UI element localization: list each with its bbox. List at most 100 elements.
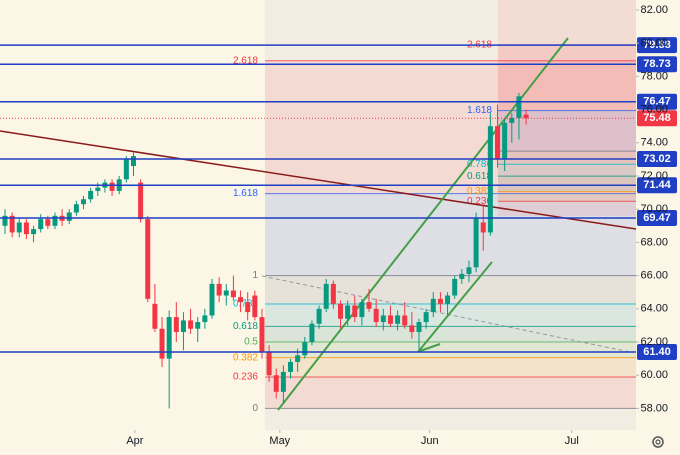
level-label: 76.47 [643,96,671,108]
candle-body [145,219,151,299]
fib-label: 1 [252,270,258,281]
candle-body [152,303,158,329]
level-tag [637,177,677,194]
y-tick-label: 74.00 [640,137,668,149]
fib-zone [498,176,636,192]
last-price-tag [637,110,677,127]
level-tag [637,56,677,73]
candle-body [245,302,251,313]
candle-body [373,308,379,323]
candle-body [88,190,94,200]
candle-body [288,361,294,372]
candle-body [230,290,236,298]
candle-body [259,317,265,352]
candle-body [180,320,186,333]
y-tick-label: 58.00 [640,402,668,414]
fib-label: 0.5 [244,337,258,348]
candle-body [387,315,393,324]
candle-body [352,305,358,318]
candle-body [309,323,315,343]
candle-body [466,267,472,274]
trend-line [0,130,637,230]
candle-body [487,126,493,233]
candle-body [280,371,286,392]
settings-icon[interactable] [652,436,664,448]
levels: 79.88 78.73 76.47 73.02 71.44 69.47 61.40 75.48 [0,37,677,360]
fib-zone [498,151,636,165]
y-tick-label: 60.00 [640,369,668,381]
fib-zone [498,164,636,177]
candle-body [416,322,422,333]
fib-zone [265,275,636,304]
fib-label: 0.618 [233,321,258,332]
y-tick-label: 80.00 [640,37,668,49]
gear-center[interactable] [655,439,661,445]
candle-body [359,302,365,318]
candle-body [366,302,372,309]
y-tick-label: 72.00 [640,170,668,182]
candle-body [216,283,222,296]
y-tick-label: 64.00 [640,303,668,315]
y-tick-label: 66.00 [640,270,668,282]
candle-body [302,342,308,356]
level-tag [637,209,677,226]
x-tick-label: Jul [565,435,579,447]
candle-body [209,283,215,316]
candle-body [295,355,301,362]
candle-body [445,295,451,304]
candle-body [45,219,51,226]
candle-body [330,283,336,304]
fib-zone [265,377,636,409]
candle-body [195,322,201,329]
fib-label: 1.618 [233,188,258,199]
candle-body [252,295,258,318]
candle-body [266,351,272,376]
level-label: 79.88 [643,39,671,51]
level-label: 69.47 [643,212,671,224]
fib-zones: 00.2360.3820.50.6180.78611.6182.6180.236… [233,39,636,414]
candle-body [323,283,329,309]
fib-label: 2.618 [233,55,258,66]
y-tick-label: 78.00 [640,70,668,82]
x-tick-label: May [269,435,290,447]
level-label: 73.02 [643,153,671,165]
fib-zone [265,357,636,378]
y-tick-label: 82.00 [640,4,668,16]
trend-line [417,261,493,353]
level-label: 78.73 [643,58,671,70]
fib-zone [498,191,636,202]
candle-body [52,215,58,226]
candle-body [380,315,386,323]
y-tick-label: 68.00 [640,236,668,248]
candle-body [109,182,115,191]
candle-body [2,215,8,226]
candle-body [138,182,144,220]
candle-body [173,317,179,333]
candle-body [430,298,436,313]
candle-body [31,229,37,235]
candle-body [73,204,79,213]
candle-body [423,312,429,323]
level-tag [637,37,677,54]
candle-body [502,122,508,160]
candle-body [473,217,479,268]
candle-body [437,298,443,304]
candle-body [95,187,101,191]
candle-body [238,297,244,303]
candle-body [123,159,129,180]
fib-label: 0 [252,403,258,414]
level-label: 61.40 [643,346,671,358]
fib-label: 0.382 [467,186,492,197]
candle-body [337,303,343,319]
last-price-label: 75.48 [643,112,671,124]
fib-zone [265,326,636,343]
axes: 58.00 60.00 62.00 64.00 66.00 68.00 70.00 72.00… [126,4,668,447]
x-tick-label: Apr [126,435,143,447]
candle-body [480,222,486,233]
level-label: 71.44 [643,179,671,191]
candle-body [402,315,408,326]
y-tick-label: 62.00 [640,336,668,348]
gear[interactable] [652,436,664,448]
